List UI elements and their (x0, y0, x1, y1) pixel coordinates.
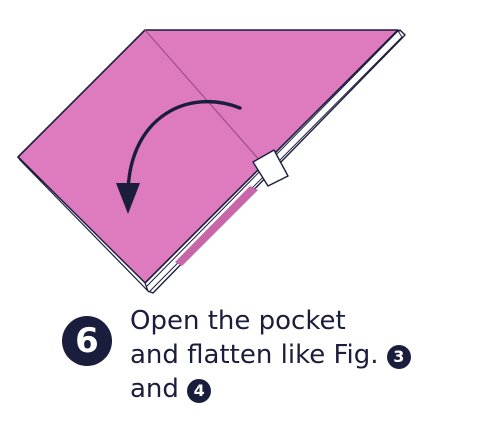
open-pocket-flap-icon (252, 149, 289, 187)
paper-inner-sliver (175, 186, 258, 266)
paper-front-square (17, 29, 399, 284)
step-number-badge: 6 (62, 316, 112, 366)
crease-line (144, 29, 263, 164)
paper-left-edge (17, 156, 149, 292)
caption-line-2: and flatten like Fig. 3 (130, 338, 480, 372)
figure-reference-badge-4: 4 (187, 379, 212, 403)
arrow-head-icon (116, 183, 140, 214)
step-caption: Open the pocket and flatten like Fig. 3 … (130, 304, 480, 406)
curved-rotate-arrow-icon (126, 99, 242, 194)
caption-line-3: and 4 (130, 372, 480, 406)
caption-line-2-text: and flatten like Fig. (130, 340, 379, 370)
figure-reference-badge-3: 3 (386, 345, 411, 369)
caption-line-3-text: and (130, 374, 179, 404)
caption-line-1: Open the pocket (130, 306, 346, 336)
